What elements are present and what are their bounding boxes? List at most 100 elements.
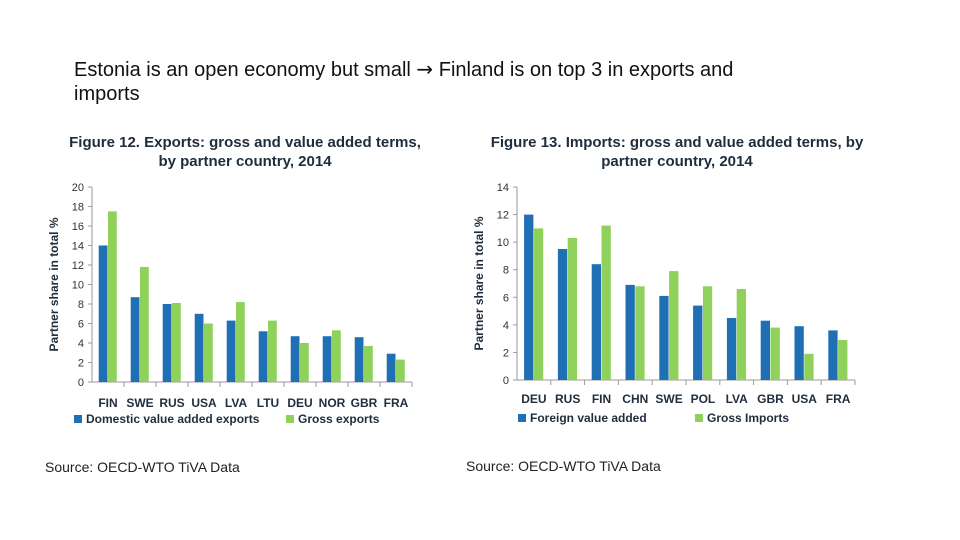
exports-category-label: USA <box>191 396 217 410</box>
exports-chart-title: Figure 12. Exports: gross and value adde… <box>40 133 450 171</box>
exports-bar-swe-gross <box>140 266 149 382</box>
exports-bar-fra-gross <box>396 359 405 382</box>
exports-category-label: NOR <box>319 396 346 410</box>
imports-y-tick-label: 2 <box>503 347 509 359</box>
imports-y-axis-label: Partner share in total % <box>472 216 486 350</box>
exports-legend-swatch <box>286 415 294 423</box>
title-text-part2: Finland is on top 3 in exports and <box>438 59 734 81</box>
imports-bar-swe-gross <box>669 271 679 380</box>
imports-bar-rus-gross <box>567 238 577 380</box>
exports-category-label: FIN <box>98 396 117 410</box>
imports-bar-fra-value-added <box>828 330 838 380</box>
exports-y-tick-label: 12 <box>72 260 84 272</box>
exports-bar-swe-value-added <box>130 297 140 382</box>
exports-legend-label: Gross exports <box>298 412 380 426</box>
exports-category-label: DEU <box>287 396 312 410</box>
exports-bar-nor-value-added <box>322 336 332 382</box>
imports-category-label: CHN <box>622 392 648 406</box>
exports-y-tick-label: 20 <box>72 182 84 194</box>
title-text-line2: imports <box>74 83 140 105</box>
imports-legend-swatch <box>518 414 526 422</box>
imports-y-tick-label: 6 <box>503 292 509 304</box>
imports-category-label: GBR <box>757 392 784 406</box>
exports-bar-lva-value-added <box>226 320 236 382</box>
imports-source: Source: OECD-WTO TiVA Data <box>466 458 661 474</box>
exports-legend-swatch <box>74 415 82 423</box>
imports-bar-rus-value-added <box>557 249 568 380</box>
exports-bar-fra-value-added <box>386 353 396 382</box>
exports-y-axis-label: Partner share in total % <box>47 217 61 351</box>
imports-category-label: SWE <box>655 392 682 406</box>
exports-bar-fin-value-added <box>98 245 108 382</box>
exports-bar-usa-gross <box>204 323 213 382</box>
imports-bar-fin-value-added <box>591 264 601 380</box>
imports-chart: Figure 13. Imports: gross and value adde… <box>462 130 892 440</box>
imports-bar-swe-value-added <box>659 295 669 380</box>
exports-y-tick-label: 10 <box>72 280 84 292</box>
imports-bar-fin-gross <box>601 225 611 380</box>
imports-legend-label: Gross Imports <box>707 411 789 425</box>
imports-category-label: FRA <box>826 392 851 406</box>
exports-y-tick-label: 0 <box>78 377 84 389</box>
title-text-part1: Estonia is an open economy but small <box>74 59 411 81</box>
exports-bar-gbr-value-added <box>354 337 364 382</box>
imports-category-label: LVA <box>726 392 749 406</box>
imports-bar-lva-value-added <box>726 318 737 380</box>
exports-y-tick-label: 2 <box>78 358 84 370</box>
imports-category-label: DEU <box>521 392 546 406</box>
imports-title-line1: Figure 13. Imports: gross and value adde… <box>490 134 864 151</box>
exports-title-line2: by partner country, 2014 <box>158 153 332 170</box>
imports-bar-gbr-value-added <box>760 320 770 380</box>
imports-y-tick-label: 0 <box>503 375 509 387</box>
exports-y-tick-label: 16 <box>72 221 84 233</box>
exports-bar-usa-value-added <box>194 313 204 383</box>
imports-bar-pol-gross <box>702 286 713 380</box>
exports-bar-nor-gross <box>332 330 341 382</box>
imports-bar-chn-gross <box>635 286 645 380</box>
imports-bar-pol-value-added <box>693 305 703 380</box>
arrow-right-icon: → <box>416 57 434 81</box>
exports-bar-ltu-value-added <box>258 331 268 382</box>
exports-bar-deu-gross <box>300 343 309 382</box>
imports-category-label: FIN <box>592 392 611 406</box>
imports-y-tick-label: 12 <box>497 210 509 222</box>
imports-bar-gbr-gross <box>770 327 780 380</box>
exports-chart: Figure 12. Exports: gross and value adde… <box>40 130 450 440</box>
imports-y-tick-label: 8 <box>503 265 509 277</box>
imports-category-label: POL <box>691 392 716 406</box>
imports-bar-deu-gross <box>533 228 544 380</box>
exports-bar-lva-gross <box>236 302 245 382</box>
exports-bar-rus-value-added <box>162 304 172 382</box>
exports-category-label: LTU <box>257 396 279 410</box>
exports-bar-rus-gross <box>172 303 181 382</box>
imports-bar-chn-value-added <box>625 284 635 380</box>
imports-category-label: USA <box>792 392 818 406</box>
exports-bar-gbr-gross <box>364 345 373 382</box>
exports-bar-deu-value-added <box>290 336 300 382</box>
exports-category-label: LVA <box>225 396 248 410</box>
slide-title: Estonia is an open economy but small → F… <box>74 57 894 106</box>
exports-chart-svg: 0 2 4 6 8 10 12 14 16 18 20 Partner share in total … <box>47 182 413 426</box>
exports-category-label: RUS <box>159 396 184 410</box>
imports-title-line2: partner country, 2014 <box>601 153 753 170</box>
imports-bar-lva-gross <box>736 289 746 380</box>
imports-y-tick-label: 4 <box>503 320 509 332</box>
imports-bar-usa-value-added <box>794 326 804 380</box>
exports-bar-fin-gross <box>108 211 117 382</box>
exports-y-tick-label: 4 <box>78 338 84 350</box>
exports-category-label: FRA <box>384 396 409 410</box>
imports-chart-title: Figure 13. Imports: gross and value adde… <box>462 133 892 171</box>
imports-bar-usa-gross <box>804 353 814 380</box>
imports-y-tick-label: 10 <box>497 237 509 249</box>
exports-title-line1: Figure 12. Exports: gross and value adde… <box>69 134 421 151</box>
exports-y-tick-label: 6 <box>78 319 84 331</box>
exports-category-label: GBR <box>351 396 378 410</box>
exports-category-label: SWE <box>126 396 153 410</box>
exports-y-tick-label: 18 <box>72 202 84 214</box>
exports-bar-ltu-gross <box>268 320 277 382</box>
imports-bar-deu-value-added <box>524 214 534 380</box>
imports-y-tick-label: 14 <box>497 182 509 194</box>
imports-legend-label: Foreign value added <box>530 411 647 425</box>
exports-legend-label: Domestic value added exports <box>86 412 260 426</box>
imports-category-label: RUS <box>555 392 580 406</box>
